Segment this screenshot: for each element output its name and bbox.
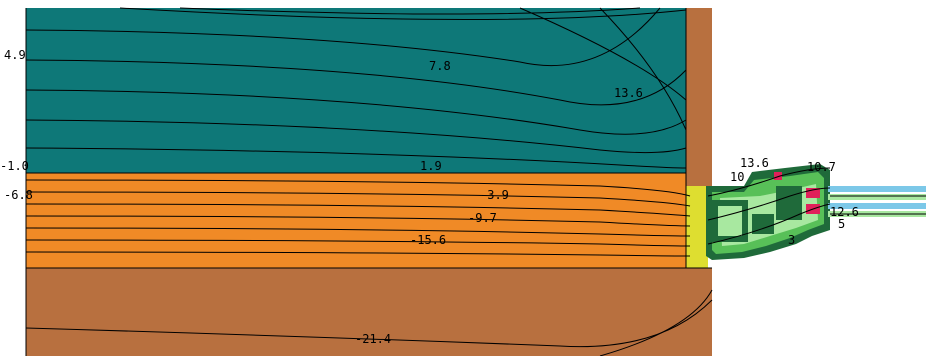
concrete-slab: [26, 268, 712, 356]
isotherm-line: [599, 289, 713, 356]
isotherm-lines: [25, 7, 926, 356]
wood-layer: [26, 173, 686, 268]
adhesive-layer: [686, 186, 708, 268]
isotherm-line: [707, 203, 831, 245]
isotherm-line: [25, 203, 691, 217]
isotherm-line: [179, 7, 641, 15]
frame-chamber: [752, 214, 774, 234]
isotherm-line: [25, 227, 691, 237]
isotherm-line: [25, 179, 691, 197]
isotherm-line: [599, 7, 687, 131]
concrete-wall: [686, 8, 712, 186]
isotherm-label: 5: [838, 217, 845, 231]
isotherm-label: -6.8: [4, 188, 33, 202]
isotherm-line: [25, 7, 661, 67]
isotherm-label: -1.0: [0, 159, 29, 173]
isotherm-line: [707, 167, 831, 197]
frame-chamber: [776, 186, 802, 220]
isotherm-line: [119, 7, 687, 21]
isotherm-label: -3.9: [480, 188, 509, 202]
isotherm-label: 13.6: [614, 86, 643, 100]
isotherm-label: 10.7: [807, 160, 836, 174]
region-boundaries: [25, 8, 712, 356]
isotherm-line: [25, 191, 691, 207]
isotherm-line: [25, 119, 687, 154]
isotherm-label: 13.6: [740, 156, 769, 170]
isotherm-label: 3: [788, 233, 795, 247]
isotherm-label: -9.7: [468, 211, 497, 225]
isotherm-label: 7.8: [429, 59, 451, 73]
isotherm-line: [25, 59, 687, 106]
isotherm-label: -15.6: [410, 233, 446, 247]
isotherm-line: [25, 215, 691, 227]
isotherm-line: [25, 147, 687, 169]
isotherm-line: [25, 239, 691, 247]
window-frame: [706, 164, 830, 260]
isotherm-line: [707, 187, 831, 221]
isotherm-label: -21.4: [355, 332, 391, 346]
seal: [806, 188, 820, 198]
isotherm-line: [25, 299, 713, 348]
isotherm-line: [519, 7, 687, 101]
isotherm-label: 1.9: [420, 159, 442, 173]
isotherm-line: [25, 89, 687, 135]
isotherm-label: 12.6: [830, 205, 859, 219]
isotherm-line: [25, 251, 691, 257]
frame-chamber-inner: [718, 206, 742, 236]
isotherm-labels: 4.9 7.8 13.6 -1.0 1.9 -6.8 -3.9 -9.7 -15…: [0, 48, 859, 346]
insulation-layer: [26, 8, 686, 173]
isotherm-label: 10: [730, 170, 744, 184]
seal: [774, 172, 782, 180]
isotherm-label: 4.9: [4, 48, 26, 62]
